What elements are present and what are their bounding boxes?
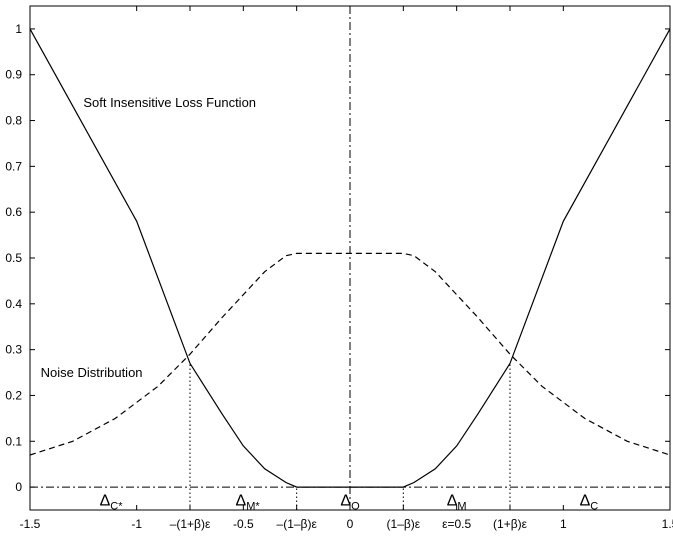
y-tick-label-4: 0.4: [5, 297, 22, 311]
x-tick-label-7: ε=0.5: [442, 517, 471, 531]
region-label-0: ΔC*: [100, 493, 124, 513]
region-label-1: ΔM*: [236, 493, 261, 513]
x-tick-label-1: -1: [131, 517, 142, 531]
x-tick-label-8: (1+β)ε: [493, 517, 528, 531]
x-tick-label-5: 0: [347, 517, 354, 531]
y-tick-label-5: 0.5: [5, 251, 22, 265]
series-line-loss-function: [29, 28, 671, 488]
y-tick-label-2: 0.2: [5, 388, 22, 402]
region-label-2: ΔO: [340, 493, 360, 513]
series-line-noise-distribution: [29, 252, 671, 456]
y-tick-label-9: 0.9: [5, 68, 22, 82]
x-tick-label-3: -0.5: [233, 517, 254, 531]
region-labels-group: ΔC* ΔM* ΔO ΔM ΔC: [100, 493, 599, 513]
x-tick-label-2: –(1+β)ε: [170, 517, 211, 531]
ticks-group: -1.5 -1 –(1+β)ε -0.5 –(1–β)ε 0 (1–β)ε ε=0.5 (1+β…: [5, 6, 673, 531]
x-tick-label-6: (1–β)ε: [387, 517, 421, 531]
annotation-1: Noise Distribution: [41, 365, 143, 380]
y-tick-label-8: 0.8: [5, 114, 22, 128]
y-tick-label-10: 1: [15, 22, 22, 36]
x-tick-label-0: -1.5: [20, 517, 41, 531]
annotation-0: Soft Insensitive Loss Function: [83, 95, 256, 110]
series-group: [29, 28, 671, 488]
reference-lines: [30, 6, 670, 510]
y-tick-label-7: 0.7: [5, 159, 22, 173]
annotations-group: Soft Insensitive Loss Function Noise Dist…: [41, 95, 256, 380]
x-tick-label-10: 1.5: [662, 517, 673, 531]
y-tick-label-6: 0.6: [5, 205, 22, 219]
region-label-4: ΔC: [580, 493, 599, 513]
y-tick-label-0: 0: [15, 480, 22, 494]
y-tick-label-3: 0.3: [5, 343, 22, 357]
x-tick-label-9: 1: [560, 517, 567, 531]
y-tick-label-1: 0.1: [5, 434, 22, 448]
x-tick-label-4: –(1–β)ε: [277, 517, 318, 531]
region-label-3: ΔM: [447, 493, 467, 513]
